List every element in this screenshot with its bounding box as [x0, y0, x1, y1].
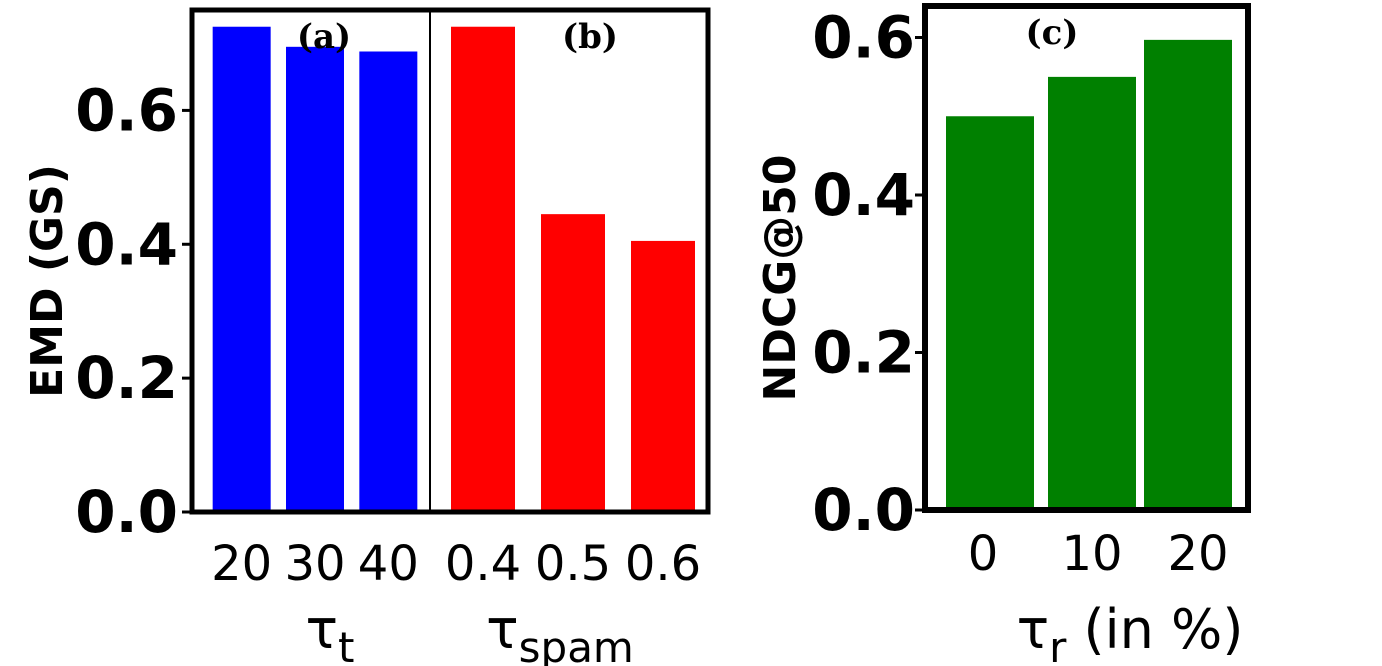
right-plot-frame [922, 3, 1251, 513]
x-axis-label-a: τt [306, 598, 355, 666]
y-tick-label-left: 0.2 [75, 344, 178, 412]
panel-b-bar-0.6 [631, 240, 695, 513]
y-axis-label-left: EMD (GS) [22, 164, 73, 398]
panel-b-x-tick-label: 0.6 [625, 536, 701, 592]
y-tick-label-left: 0.6 [75, 76, 178, 144]
panel-b-bar-0.4 [451, 26, 515, 512]
x-axis-label-b: τspam [486, 598, 634, 666]
y-tick-label-left: 0.4 [75, 210, 178, 278]
panel-tag-a: (a) [297, 17, 351, 57]
y-tick-label-right: 0.6 [812, 4, 915, 72]
y-tick-label-right: 0.0 [812, 476, 915, 544]
panel-c-x-tick-label: 0 [968, 526, 999, 582]
y-tick-label-right: 0.4 [812, 161, 915, 229]
panel-a-x-tick-label: 20 [211, 536, 272, 592]
panel-a-bar-30 [286, 46, 344, 513]
panel-c-bar-0 [946, 116, 1034, 510]
panel-a-x-tick-label: 30 [284, 536, 345, 592]
panel-tag-c: (c) [1026, 13, 1079, 53]
panel-b-x-tick-label: 0.5 [535, 536, 611, 592]
panel-b-bar-0.5 [541, 214, 605, 512]
y-tick-label-right: 0.2 [812, 319, 915, 387]
panel-c-x-tick-label: 10 [1061, 526, 1122, 582]
panel-a-bar-40 [359, 51, 418, 513]
panel-b-x-tick-label: 0.4 [445, 536, 521, 592]
x-axis-label-c: τr (in %) [1017, 598, 1244, 666]
y-axis-label-right: NDCG@50 [755, 155, 806, 402]
y-tick-label-left: 0.0 [75, 478, 178, 546]
panel-c-bar-10 [1048, 76, 1136, 510]
panel-a-bar-20 [212, 26, 271, 512]
panel-c-x-tick-label: 20 [1167, 526, 1228, 582]
left-plot-frame [189, 7, 711, 515]
panel-c-bar-20 [1144, 39, 1232, 511]
panel-a-x-tick-label: 40 [358, 536, 419, 592]
panel-tag-b: (b) [562, 17, 618, 57]
